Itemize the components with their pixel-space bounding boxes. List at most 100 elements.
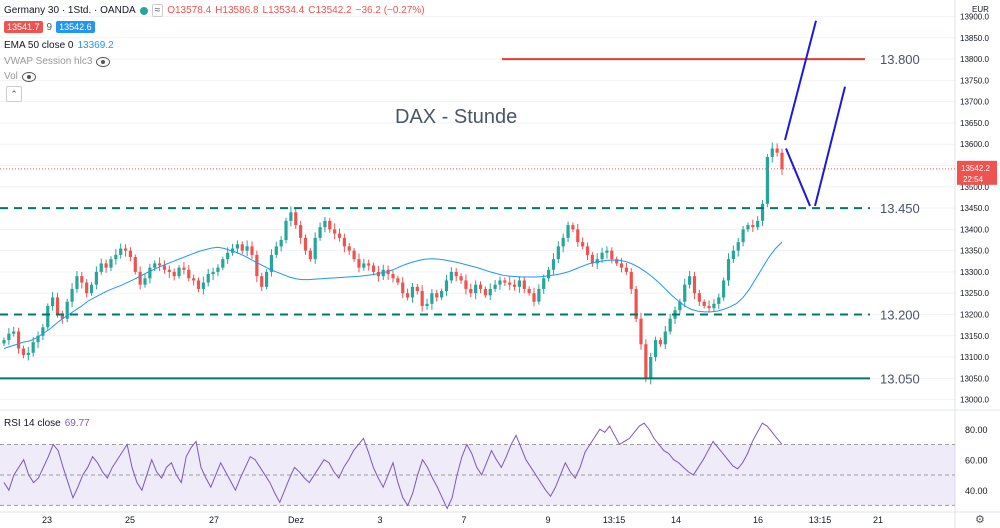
settings-gear-icon[interactable]: ⚙: [975, 513, 985, 526]
candle-body: [391, 274, 395, 279]
candle-body: [323, 220, 327, 228]
spread-value: 9: [46, 21, 53, 33]
level-label: 13.200: [880, 307, 920, 322]
countdown-text: 22:54: [963, 175, 984, 184]
candle-body: [255, 254, 259, 277]
ohlc-change: −36.2 (−0.27%): [355, 5, 425, 16]
symbol-header: Germany 30 · 1Std. · OANDA ≈ O13578.4 H1…: [4, 4, 425, 17]
candle-body: [109, 259, 113, 268]
candle-body: [712, 303, 716, 309]
candle-body: [94, 271, 98, 285]
candle-body: [522, 280, 526, 289]
candle-body: [517, 280, 522, 287]
candle-body: [566, 225, 570, 238]
rsi-legend[interactable]: RSI 14 close 69.77: [4, 418, 90, 429]
price-tick: 13000.0: [960, 396, 989, 405]
candle-body: [610, 250, 614, 260]
vwap-legend[interactable]: VWAP Session hlc3: [4, 56, 111, 67]
candle-body: [337, 233, 342, 238]
candle-body: [284, 220, 288, 240]
vwap-label: VWAP Session hlc3: [4, 56, 93, 67]
candle-body: [172, 271, 176, 277]
rsi-tick: 80.00: [965, 425, 988, 435]
candle-body: [60, 314, 64, 319]
candle-body: [498, 280, 502, 285]
candle-body: [333, 229, 337, 234]
candle-body: [75, 276, 79, 289]
wave-icon[interactable]: ≈: [151, 4, 164, 17]
projection-line: [785, 148, 811, 207]
candle-body: [303, 237, 308, 251]
rsi-tick: 40.00: [965, 486, 988, 496]
quote-row: 13541.7 9 13542.6: [4, 21, 95, 33]
candle-body: [55, 297, 60, 315]
price-tick: 13250.0: [960, 289, 989, 298]
ema-legend[interactable]: EMA 50 close 0 13369.2: [4, 40, 114, 51]
price-tick: 13450.0: [960, 204, 989, 213]
candle-body: [46, 305, 50, 328]
candle-body: [104, 263, 108, 268]
price-tick: 13700.0: [960, 98, 989, 107]
candle-body: [158, 263, 162, 266]
candle-body: [537, 288, 541, 302]
candle-body: [692, 276, 697, 294]
candle-body: [235, 244, 239, 249]
candle-body: [736, 242, 740, 251]
candle-body: [658, 340, 663, 345]
candle-body: [688, 276, 692, 285]
symbol-title[interactable]: Germany 30 · 1Std. · OANDA: [4, 5, 136, 16]
collapse-legend-icon[interactable]: ⌃: [6, 86, 22, 102]
candle-body: [192, 278, 196, 281]
time-axis[interactable]: 23 25 27 Dez 3 7 9 13:15 14 16 13:15 21 ⚙: [42, 513, 985, 526]
candle-body: [328, 220, 332, 230]
candle-body: [459, 276, 463, 281]
candle-body: [571, 225, 575, 230]
candle-body: [644, 344, 648, 379]
candle-body: [177, 267, 181, 277]
candle-body: [542, 278, 546, 289]
candle-body: [26, 352, 30, 355]
candle-body: [503, 280, 507, 283]
candle-body: [41, 327, 45, 336]
level-label: 13.450: [880, 201, 920, 216]
candle-body: [85, 282, 89, 294]
candle-body: [634, 288, 638, 319]
candle-body: [663, 331, 667, 345]
time-tick: 14: [671, 515, 681, 525]
candle-body: [435, 293, 439, 298]
candle-body: [153, 263, 157, 268]
candle-body: [167, 269, 171, 272]
volume-legend[interactable]: Vol: [4, 71, 36, 82]
candle-body: [722, 280, 726, 298]
bid-badge[interactable]: 13541.7: [4, 21, 43, 33]
candle-body: [313, 237, 317, 260]
candle-body: [488, 288, 492, 296]
candle-body: [294, 212, 298, 226]
candle-body: [250, 246, 254, 255]
candle-body: [347, 246, 351, 251]
candle-body: [649, 357, 653, 379]
candle-body: [556, 246, 560, 260]
candle-body: [444, 280, 449, 292]
ask-badge[interactable]: 13542.6: [56, 21, 95, 33]
candle-body: [289, 212, 293, 221]
candle-body: [547, 269, 551, 279]
candle-body: [7, 333, 11, 341]
price-tick: 13350.0: [960, 247, 989, 256]
projection-line: [784, 20, 817, 141]
candle-body: [123, 248, 128, 251]
candle-body: [527, 288, 531, 294]
hidden-eye-icon[interactable]: [96, 56, 111, 67]
hidden-eye-icon[interactable]: [21, 71, 36, 82]
candle-body: [600, 252, 604, 260]
candle-body: [493, 284, 497, 289]
candle-body: [51, 297, 55, 306]
candle-body: [741, 229, 745, 243]
candle-body: [396, 278, 400, 283]
time-tick: 13:15: [809, 515, 832, 525]
candle-body: [80, 276, 84, 283]
candle-body: [775, 148, 779, 153]
time-tick: 9: [545, 515, 550, 525]
